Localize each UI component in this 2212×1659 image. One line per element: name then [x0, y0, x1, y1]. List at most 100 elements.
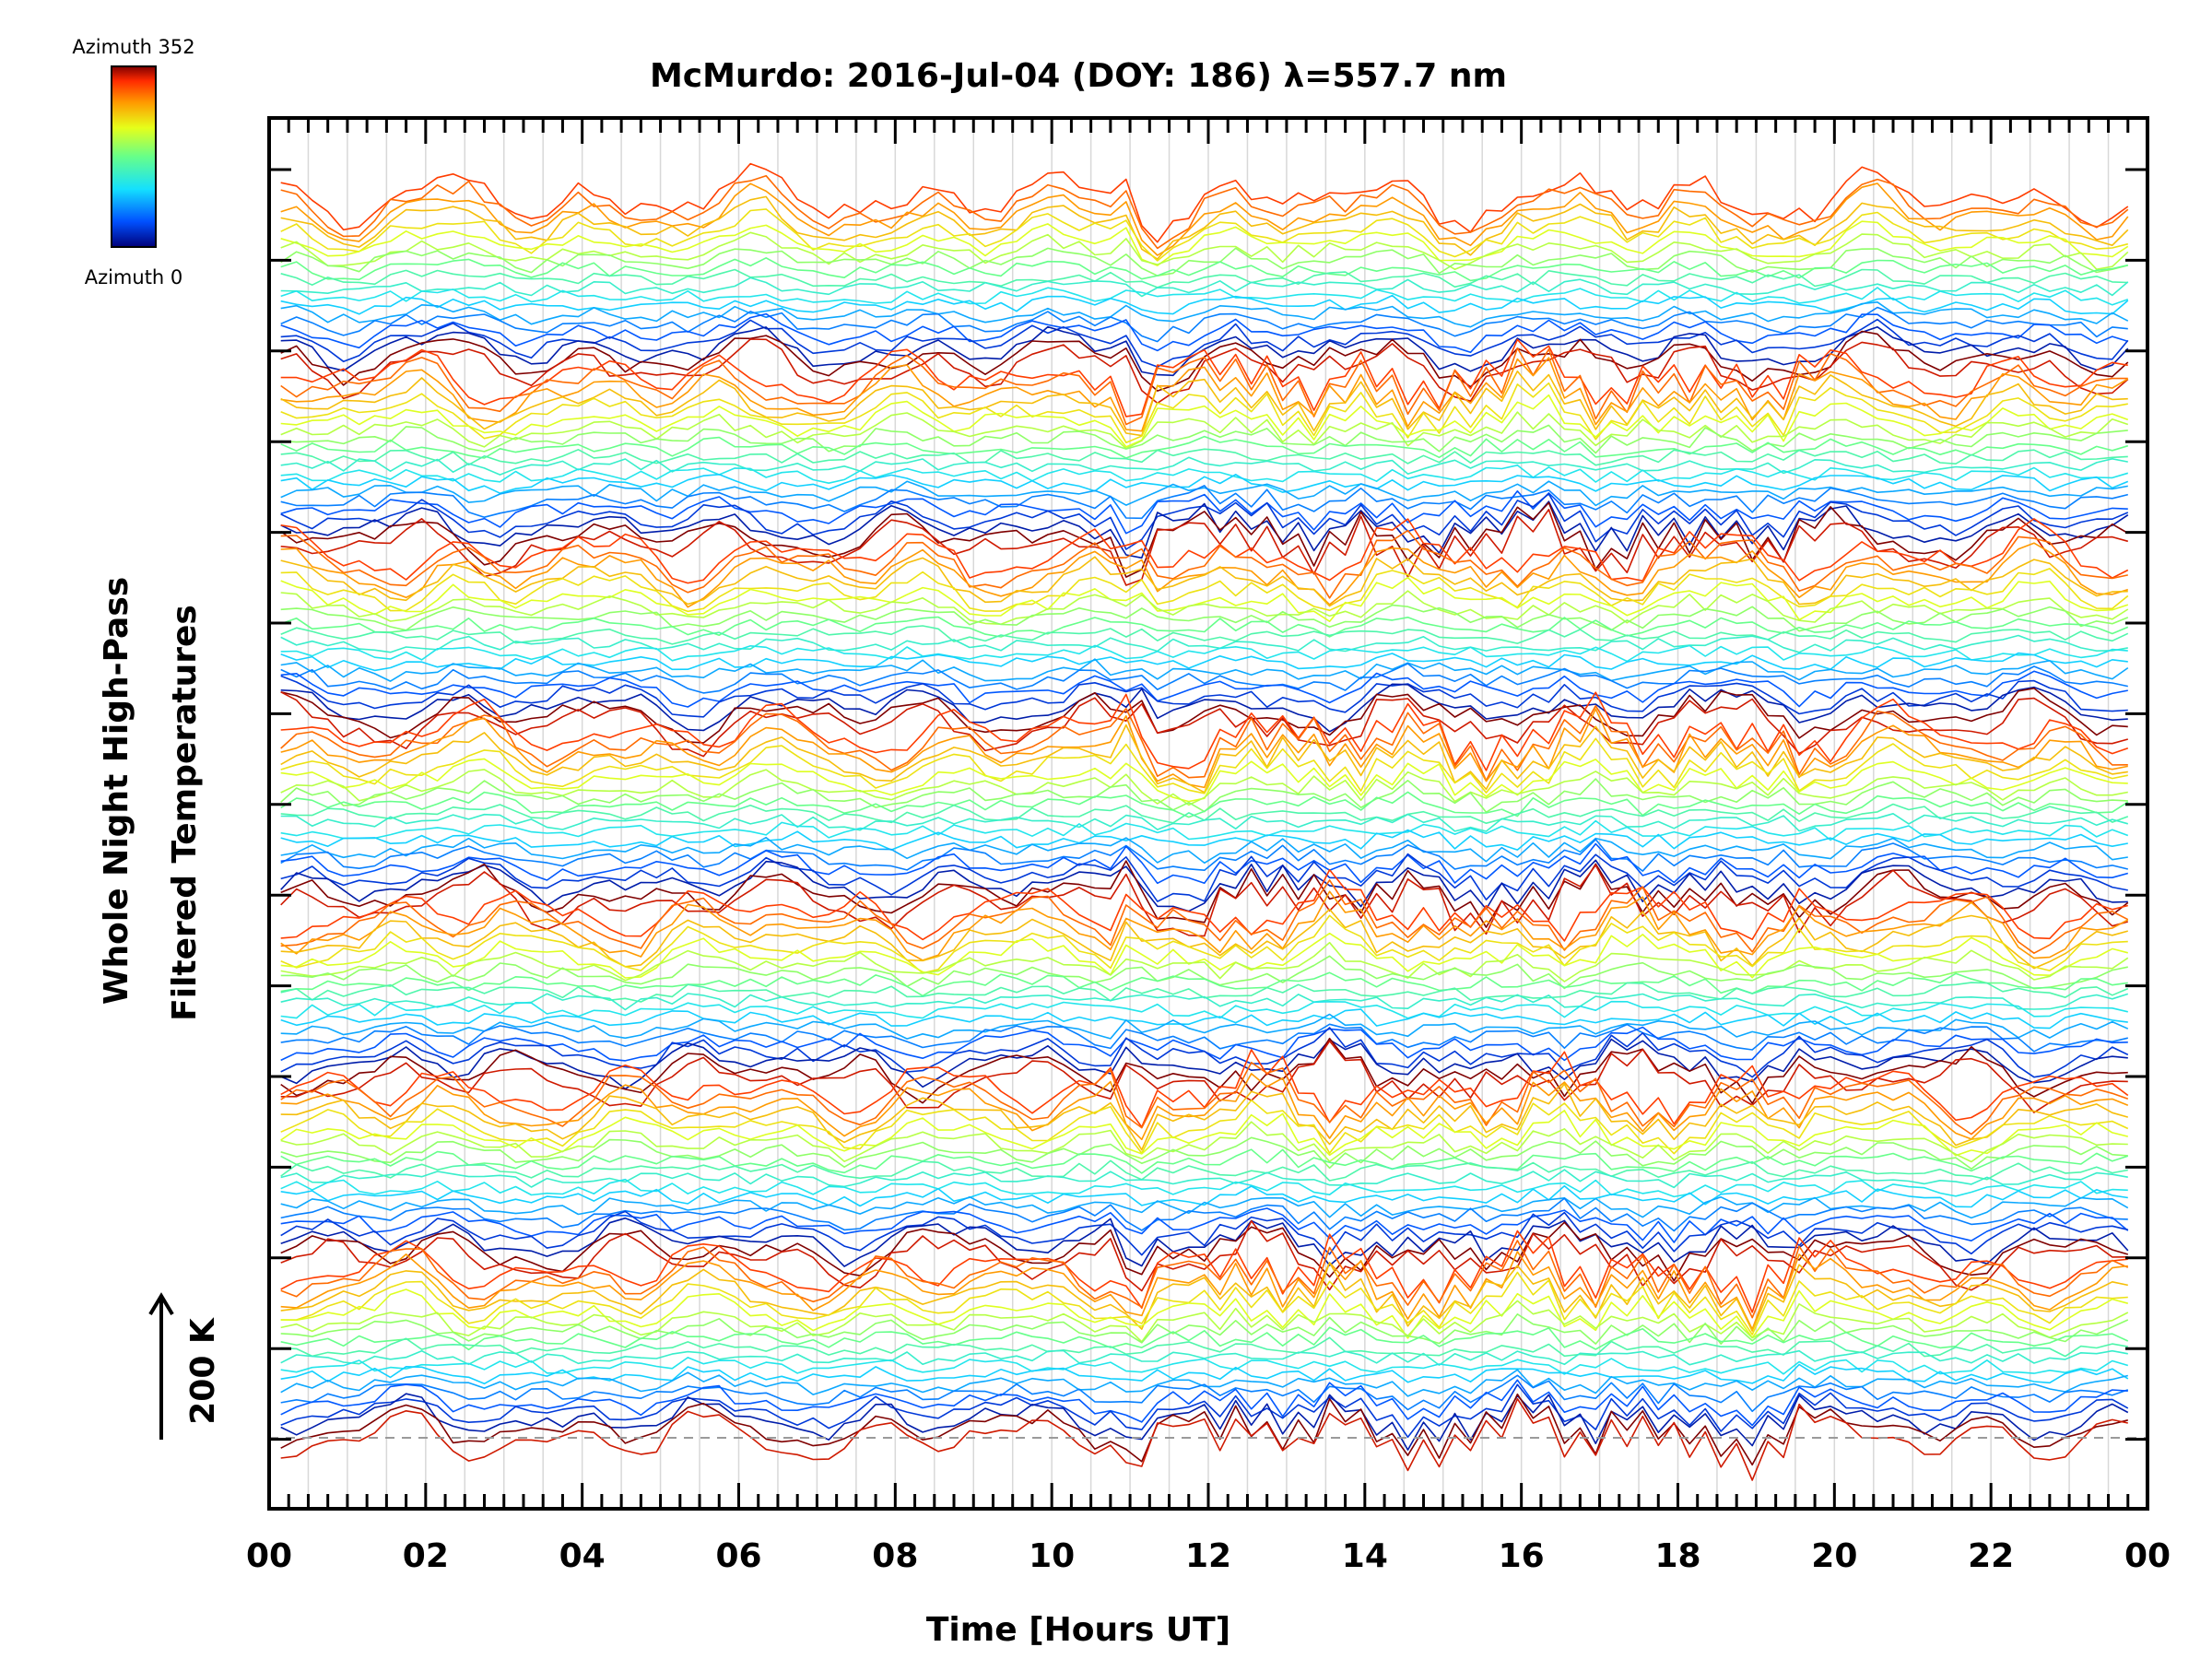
series-line [280, 691, 2129, 771]
series-line [280, 1159, 2128, 1182]
x-axis-label: Time [Hours UT] [926, 1611, 1230, 1649]
series-line [280, 474, 2129, 494]
series-line [280, 644, 2128, 663]
series-line [280, 670, 2128, 708]
series-line [280, 778, 2128, 814]
series-line [280, 456, 2128, 476]
series-line [280, 1148, 2129, 1174]
scale-bar: 200 K [148, 1292, 222, 1440]
series-line [280, 338, 2129, 405]
legend-top-label: Azimuth 352 [72, 36, 194, 58]
series-line [280, 941, 2129, 982]
series-line [280, 1369, 2128, 1397]
series-line [280, 1326, 2129, 1351]
series-line [280, 490, 2128, 535]
series-line [280, 1313, 2129, 1345]
series-line [280, 890, 2129, 961]
x-tick-label: 10 [1029, 1537, 1075, 1575]
series-line [280, 518, 2129, 584]
x-tick-label: 16 [1499, 1537, 1545, 1575]
series-line [280, 1288, 2129, 1339]
series-line [280, 509, 2129, 586]
series-line [280, 162, 2129, 243]
series-line [280, 908, 2129, 970]
x-tick-label: 22 [1968, 1537, 2014, 1575]
series-line [280, 836, 2128, 865]
series-line [280, 1240, 2129, 1319]
series-line [280, 480, 2128, 507]
series-line [280, 301, 2129, 328]
series-line [280, 371, 2128, 437]
series-line [280, 1073, 2129, 1141]
legend-bottom-label: Azimuth 0 [85, 266, 183, 288]
series-line [280, 1217, 2129, 1267]
series-line [280, 1363, 2129, 1385]
series-line [280, 932, 2129, 979]
scale-bar-arrow-head [148, 1292, 174, 1316]
series-line [280, 195, 2129, 260]
series-line [280, 448, 2128, 466]
y-axis-label-line1: Whole Night High-Pass [98, 577, 135, 1005]
series-line [280, 287, 2129, 306]
series-line [280, 1013, 2129, 1040]
series-line [280, 294, 2129, 315]
series-line [280, 1207, 2129, 1243]
series-line [280, 1169, 2128, 1189]
series-line [280, 1099, 2129, 1155]
series-line [280, 1251, 2128, 1330]
series-line [280, 465, 2129, 484]
x-tick-label: 18 [1654, 1537, 1700, 1575]
series-line [280, 435, 2129, 459]
series-line [280, 1210, 2128, 1256]
series-line [280, 493, 2129, 550]
x-tick-label: 14 [1342, 1537, 1388, 1575]
series-line [280, 1121, 2128, 1163]
series-line [280, 864, 2129, 937]
series-line [280, 1300, 2129, 1343]
series-line [280, 1000, 2128, 1019]
series-line [280, 276, 2129, 298]
series-line [280, 1230, 2128, 1313]
series-line [280, 231, 2129, 270]
x-tick-label: 04 [559, 1537, 606, 1575]
x-tick-label: 08 [872, 1537, 918, 1575]
x-tick-label: 00 [2124, 1537, 2171, 1575]
series-line [280, 982, 2129, 1003]
series-line [280, 1038, 2128, 1090]
series-line [280, 338, 2128, 418]
series-line [280, 1023, 2128, 1053]
series-line [280, 312, 2129, 354]
series-line [280, 853, 2128, 902]
x-tick-label: 00 [246, 1537, 292, 1575]
series-line [280, 485, 2128, 520]
series-line [280, 708, 2128, 789]
series-line [280, 1357, 2129, 1375]
series-line [280, 1062, 2129, 1135]
series-line [280, 791, 2129, 818]
series-line [280, 683, 2128, 733]
series-line [280, 1178, 2128, 1198]
series-line [280, 691, 2129, 758]
y-axis-label-line2: Filtered Temperatures [166, 605, 204, 1021]
x-tick-label: 12 [1185, 1537, 1231, 1575]
series-line [280, 500, 2129, 559]
series-line [280, 879, 2129, 954]
scale-bar-label: 200 K [184, 1317, 222, 1425]
series-line [280, 1008, 2128, 1030]
series-line [280, 268, 2128, 288]
series-line [280, 1383, 2129, 1439]
series-line [280, 1195, 2129, 1219]
data-series [280, 162, 2129, 1481]
series-line [280, 616, 2129, 638]
series-line [280, 347, 2128, 426]
colorbar-swatch [111, 65, 157, 248]
series-line [280, 1027, 2129, 1078]
series-line [280, 1336, 2128, 1358]
series-line [280, 411, 2129, 450]
x-tick-label: 20 [1811, 1537, 1857, 1575]
series-line [280, 1136, 2128, 1170]
series-line [280, 174, 2129, 250]
series-line [280, 859, 2128, 912]
series-line [280, 590, 2129, 625]
